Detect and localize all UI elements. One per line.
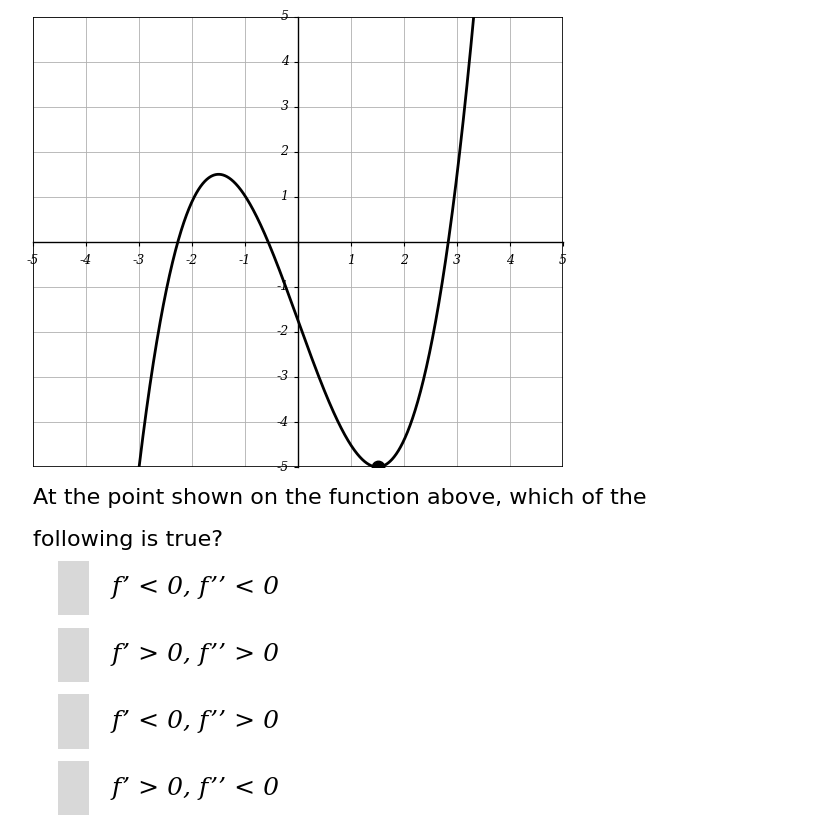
- Text: -2: -2: [276, 325, 288, 339]
- Text: 3: 3: [452, 254, 461, 268]
- Text: -2: -2: [186, 254, 198, 268]
- Text: -5: -5: [27, 254, 39, 268]
- Text: -4: -4: [276, 415, 288, 429]
- Text: f’ < 0, f’’ > 0: f’ < 0, f’’ > 0: [112, 710, 280, 733]
- Text: 1: 1: [347, 254, 355, 268]
- Text: f’ < 0, f’’ < 0: f’ < 0, f’’ < 0: [112, 576, 280, 600]
- Text: 3: 3: [280, 100, 288, 113]
- Text: f’ > 0, f’’ > 0: f’ > 0, f’’ > 0: [112, 643, 280, 666]
- Text: following is true?: following is true?: [33, 530, 222, 550]
- Text: -3: -3: [276, 370, 288, 384]
- FancyBboxPatch shape: [55, 557, 92, 619]
- Text: -1: -1: [239, 254, 251, 268]
- Text: -3: -3: [133, 254, 145, 268]
- Text: 4: 4: [280, 55, 288, 68]
- Text: 1: 1: [280, 190, 288, 203]
- FancyBboxPatch shape: [55, 757, 92, 819]
- Text: -1: -1: [276, 280, 288, 294]
- Text: 5: 5: [280, 10, 288, 23]
- Text: At the point shown on the function above, which of the: At the point shown on the function above…: [33, 488, 646, 508]
- Text: 5: 5: [558, 254, 566, 268]
- Text: -5: -5: [276, 460, 288, 474]
- Text: 2: 2: [399, 254, 408, 268]
- Text: -4: -4: [80, 254, 92, 268]
- Text: 4: 4: [505, 254, 514, 268]
- FancyBboxPatch shape: [55, 624, 92, 686]
- Text: f’ > 0, f’’ < 0: f’ > 0, f’’ < 0: [112, 776, 280, 800]
- Text: 2: 2: [280, 145, 288, 158]
- FancyBboxPatch shape: [55, 691, 92, 752]
